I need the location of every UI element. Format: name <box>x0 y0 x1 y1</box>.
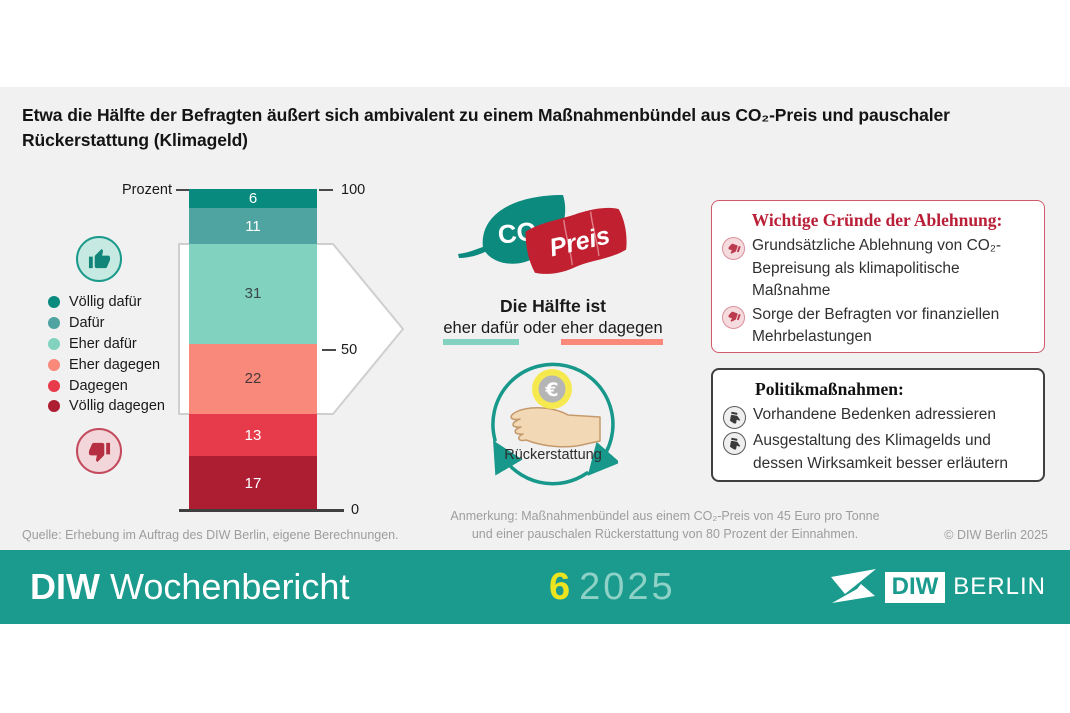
diw-logo-mark-icon <box>830 569 876 603</box>
thumb-down-bullet-icon <box>722 237 745 260</box>
cycle-arrow-left <box>493 440 589 486</box>
refund-label: Rückerstattung <box>504 447 602 463</box>
refund-cycle-icon: € <box>491 362 618 486</box>
legend-item-2: Eher dafür <box>48 334 165 355</box>
axis-unit-label: Prozent <box>122 182 172 198</box>
footer-brand-bold: DIW <box>30 566 100 607</box>
thumb-down-icon <box>76 428 122 474</box>
euro-coin-icon: € <box>532 369 572 409</box>
axis-tick-100 <box>319 189 333 191</box>
footer-brand: DIW Wochenbericht <box>30 550 349 624</box>
axis-baseline <box>179 509 344 512</box>
policy-box-title: Politikmaßnahmen: <box>755 379 904 399</box>
remark-line-2: und einer pauschalen Rückerstattung von … <box>471 527 859 542</box>
axis-label-100: 100 <box>341 182 366 198</box>
pointing-hand-bullet-icon <box>723 406 746 429</box>
rejection-item: Sorge der Befragten vor finanziellen Meh… <box>720 304 1034 349</box>
legend-item-1: Dafür <box>48 313 165 334</box>
issue-number: 6 <box>549 565 572 608</box>
bar-segment-value: 22 <box>244 370 262 388</box>
page-title: Etwa die Hälfte der Befragten äußert sic… <box>22 105 950 150</box>
bar-segment-5: 17 <box>189 456 317 511</box>
bar-segment-0: 6 <box>189 189 317 209</box>
bar-segment-value: 11 <box>245 217 261 235</box>
thumb-down-bullet-icon <box>722 305 745 329</box>
copyright-note: © DIW Berlin 2025 <box>944 528 1048 542</box>
pointing-hand-bullet-icon <box>723 432 746 455</box>
legend-item-3: Eher dagegen <box>48 354 165 375</box>
footer-brand-regular: Wochenbericht <box>109 566 350 607</box>
bar-segment-value: 13 <box>244 426 262 444</box>
footer-bar: DIW Wochenbericht 6 2025 DIW BERLIN <box>0 550 1070 624</box>
policy-item-text: Vorhandene Bedenken adressieren <box>753 406 997 423</box>
hand-icon <box>510 407 601 448</box>
rejection-box: Wichtige Gründe der Ablehnung: Grundsätz… <box>711 200 1045 353</box>
issue-label: 6 2025 <box>549 550 676 624</box>
legend-label: Dagegen <box>69 377 128 394</box>
sub-mid: oder <box>518 319 561 337</box>
legend-label: Völlig dagegen <box>69 398 165 415</box>
thumb-up-icon <box>76 236 122 282</box>
sub-pro: eher dafür <box>443 319 519 345</box>
rejection-item: Grundsätzliche Ablehnung von CO₂-Bepreis… <box>720 235 1034 303</box>
policy-item: Vorhandene Bedenken adressieren <box>721 404 1033 429</box>
bar-segment-value: 31 <box>244 285 262 303</box>
remark-line-1: Anmerkung: Maßnahmenbündel aus einem CO₂… <box>450 509 880 523</box>
bar-segment-4: 13 <box>189 414 317 457</box>
bar-segment-value: 6 <box>248 190 258 208</box>
legend-dot <box>48 358 60 371</box>
rejection-item-text: Sorge der Befragten vor finanziellen Meh… <box>752 305 1000 346</box>
legend-dot <box>48 337 60 350</box>
rejection-box-title: Wichtige Gründe der Ablehnung: <box>751 210 1003 230</box>
policy-item-text: Ausgestaltung des Klimagelds und dessen … <box>753 432 1008 472</box>
legend-item-5: Völlig dagegen <box>48 396 165 417</box>
legend-label: Eher dafür <box>69 335 137 352</box>
diw-berlin-logo: DIW BERLIN <box>830 550 1046 624</box>
legend-label: Völlig dafür <box>69 294 142 311</box>
policy-box: Politikmaßnahmen: Vorhandene Bedenken ad… <box>711 368 1045 482</box>
policy-item: Ausgestaltung des Klimagelds und dessen … <box>721 430 1033 475</box>
euro-symbol: € <box>544 379 558 401</box>
diw-logo-text: DIW <box>884 571 946 603</box>
legend-dot <box>48 400 60 413</box>
leaf-stem <box>458 246 487 258</box>
diw-logo-suffix: BERLIN <box>953 573 1046 600</box>
legend-item-0: Völlig dafür <box>48 292 165 313</box>
legend-item-4: Dagegen <box>48 375 165 396</box>
remark-note: Anmerkung: Maßnahmenbündel aus einem CO₂… <box>430 507 900 543</box>
rejection-item-text: Grundsätzliche Ablehnung von CO₂-Bepreis… <box>752 237 1001 299</box>
legend-label: Eher dagegen <box>69 356 161 373</box>
legend-dot <box>48 317 60 330</box>
cycle-arrow-right <box>491 362 618 476</box>
bar-segment-3: 22 <box>189 343 317 415</box>
axis-tick-left <box>176 189 189 191</box>
chart-legend: Völlig dafür Dafür Eher dafür Eher dagegen D… <box>48 292 165 417</box>
legend-dot <box>48 379 60 392</box>
center-subline: eher dafür oder eher dagegen <box>405 319 701 345</box>
price-tag-icon: Preis <box>525 207 627 274</box>
bar-segment-2: 31 <box>189 243 317 344</box>
axis-label-50: 50 <box>341 342 358 358</box>
bar-segment-1: 11 <box>189 208 317 244</box>
sub-contra: eher dagegen <box>560 319 663 345</box>
legend-dot <box>48 296 60 309</box>
bar-segment-value: 17 <box>244 475 262 493</box>
stacked-bar: 6 11 31 22 13 17 <box>189 189 317 511</box>
co2-price-icon: CO₂ Preis <box>458 195 627 274</box>
issue-year: 2025 <box>579 565 676 608</box>
center-headline: Die Hälfte ist <box>500 296 606 316</box>
legend-label: Dafür <box>69 315 105 332</box>
source-note: Quelle: Erhebung im Auftrag des DIW Berl… <box>22 528 399 542</box>
axis-label-0: 0 <box>351 502 360 518</box>
axis-tick-50 <box>322 349 336 351</box>
